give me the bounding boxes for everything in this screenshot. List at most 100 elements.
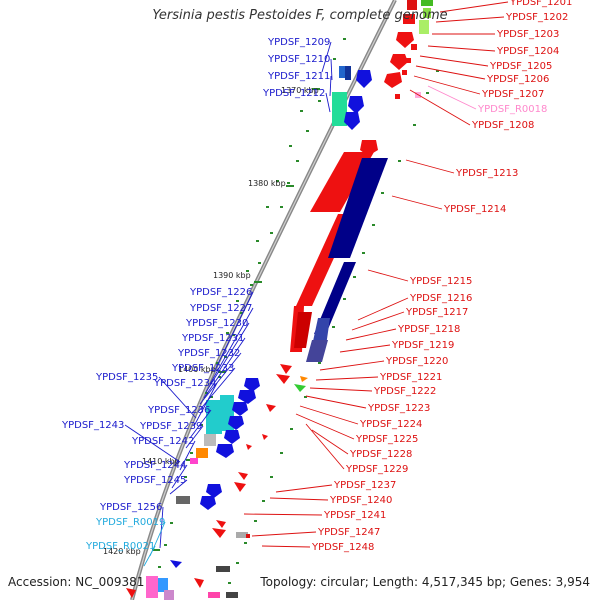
leader-line <box>213 291 254 373</box>
leader-line <box>203 337 246 399</box>
gene-label[interactable]: YPDSF_1237 <box>333 480 396 491</box>
kbp-label: 1400 kbp <box>178 365 216 374</box>
gene-label[interactable]: YPDSF_1216 <box>409 293 472 304</box>
gene-label[interactable]: YPDSF_1240 <box>329 495 392 506</box>
gene-label[interactable]: YPDSF_1243 <box>61 420 124 431</box>
leader-line <box>158 376 197 419</box>
gene-label[interactable]: YPDSF_1224 <box>359 419 422 430</box>
gene-label[interactable]: YPDSF_1236 <box>147 405 210 416</box>
gene-label[interactable]: YPDSF_1210 <box>267 54 330 65</box>
kbp-label: 1370 kbp <box>281 86 319 95</box>
gene-label[interactable]: YPDSF_1222 <box>373 386 436 397</box>
leader-line <box>305 423 345 470</box>
leader-line <box>339 344 391 353</box>
gene-label[interactable]: YPDSF_1235 <box>95 372 158 383</box>
leader-line <box>413 75 481 95</box>
gene-label[interactable]: YPDSF_1202 <box>505 12 568 23</box>
gene-label[interactable]: YPDSF_1245 <box>123 475 186 486</box>
leader-line <box>295 413 355 440</box>
gene-label[interactable]: YPDSF_1204 <box>496 46 559 57</box>
gene-label[interactable]: YPDSF_1208 <box>471 120 534 131</box>
leader-line <box>251 531 317 537</box>
gene-cluster-1209-1212 <box>332 66 372 130</box>
gene-label[interactable]: YPDSF_1244 <box>123 460 186 471</box>
gene-label[interactable]: YPDSF_R0018 <box>477 104 547 115</box>
leader-line <box>169 479 188 495</box>
leader-line <box>415 65 486 80</box>
leader-line <box>409 89 471 126</box>
gene-label[interactable]: YPDSF_1211 <box>267 71 330 82</box>
gene-label[interactable]: YPDSF_1227 <box>189 303 252 314</box>
gc-dots-far-left <box>205 110 303 394</box>
gene-label[interactable]: YPDSF_R0021 <box>85 541 155 552</box>
leader-line <box>315 376 379 381</box>
gene-label[interactable]: YPDSF_1229 <box>345 464 408 475</box>
leader-line <box>309 387 373 392</box>
leader-line <box>185 425 204 449</box>
gene-cluster-bottom <box>126 566 238 600</box>
gene-cluster-1226-1243 <box>170 378 260 568</box>
gene-label[interactable]: YPDSF_1225 <box>355 434 418 445</box>
leader-line <box>305 395 367 409</box>
gene-label[interactable]: YPDSF_1231 <box>181 333 244 344</box>
gene-label[interactable]: YPDSF_1214 <box>443 204 506 215</box>
gene-label[interactable]: YPDSF_1220 <box>385 356 448 367</box>
leader-line <box>345 328 397 341</box>
leader-line <box>269 497 329 501</box>
gene-label[interactable]: YPDSF_1241 <box>323 510 386 521</box>
leader-line <box>205 322 250 393</box>
gene-label[interactable]: YPDSF_1205 <box>489 61 552 72</box>
gene-label[interactable]: YPDSF_1228 <box>349 449 412 460</box>
leader-line <box>209 307 254 385</box>
leader-line <box>311 429 349 455</box>
gene-label[interactable]: YPDSF_1215 <box>409 276 472 287</box>
leader-line <box>299 405 359 425</box>
gene-label[interactable]: YPDSF_1242 <box>131 436 194 447</box>
gene-label[interactable]: YPDSF_1203 <box>496 29 559 40</box>
gene-label[interactable]: YPDSF_R0019 <box>95 517 165 528</box>
label-leader-lines <box>124 1 509 567</box>
gene-label[interactable]: YPDSF_1256 <box>99 502 162 513</box>
leader-line <box>243 513 323 516</box>
gc-dots-right <box>228 70 439 584</box>
gene-label[interactable]: YPDSF_1219 <box>391 340 454 351</box>
gene-label[interactable]: YPDSF_1221 <box>379 372 442 383</box>
gene-cluster-1213-1220 <box>290 140 388 362</box>
leader-line <box>391 195 443 210</box>
gene-label[interactable]: YPDSF_1207 <box>481 89 544 100</box>
gene-label[interactable]: YPDSF_1217 <box>405 307 468 318</box>
leader-line <box>171 464 188 489</box>
kbp-label: 1390 kbp <box>213 271 251 280</box>
gene-label[interactable]: YPDSF_1230 <box>185 318 248 329</box>
leader-line <box>419 55 489 67</box>
leader-line <box>197 367 236 413</box>
gene-label[interactable]: YPDSF_1239 <box>139 421 202 432</box>
gene-label[interactable]: YPDSF_1213 <box>455 168 518 179</box>
leader-line <box>124 424 181 463</box>
topology-text: Topology: circular; Length: 4,517,345 bp… <box>260 575 590 589</box>
gene-label[interactable]: YPDSF_1226 <box>189 287 252 298</box>
gene-label[interactable]: YPDSF_1206 <box>486 74 549 85</box>
gene-label[interactable]: YPDSF_1218 <box>397 324 460 335</box>
leader-line <box>330 58 333 81</box>
gene-label[interactable]: YPDSF_1247 <box>317 527 380 538</box>
leader-line <box>427 85 477 110</box>
gene-label[interactable]: YPDSF_1248 <box>311 542 374 553</box>
gene-label[interactable]: YPDSF_1209 <box>267 37 330 48</box>
kbp-label: 1410 kbp <box>142 457 180 466</box>
leader-line <box>325 92 331 113</box>
gene-label[interactable]: YPDSF_1201 <box>509 0 572 8</box>
gene-label[interactable]: YPDSF_1234 <box>153 378 216 389</box>
gene-label[interactable]: YPDSF_1223 <box>367 403 430 414</box>
gene-cluster-1221-1229 <box>212 364 308 538</box>
gene-label[interactable]: YPDSF_1233 <box>171 363 234 374</box>
leader-line <box>329 75 332 97</box>
gene-label[interactable]: YPDSF_1212 <box>262 88 325 99</box>
leader-line <box>159 506 164 549</box>
gene-label[interactable]: YPDSF_1232 <box>177 348 240 359</box>
kbp-label: 1380 kbp <box>248 179 286 188</box>
kbp-label: 1420 kbp <box>103 547 141 556</box>
gene-cluster-top-right <box>384 0 433 99</box>
leader-line <box>275 484 333 493</box>
